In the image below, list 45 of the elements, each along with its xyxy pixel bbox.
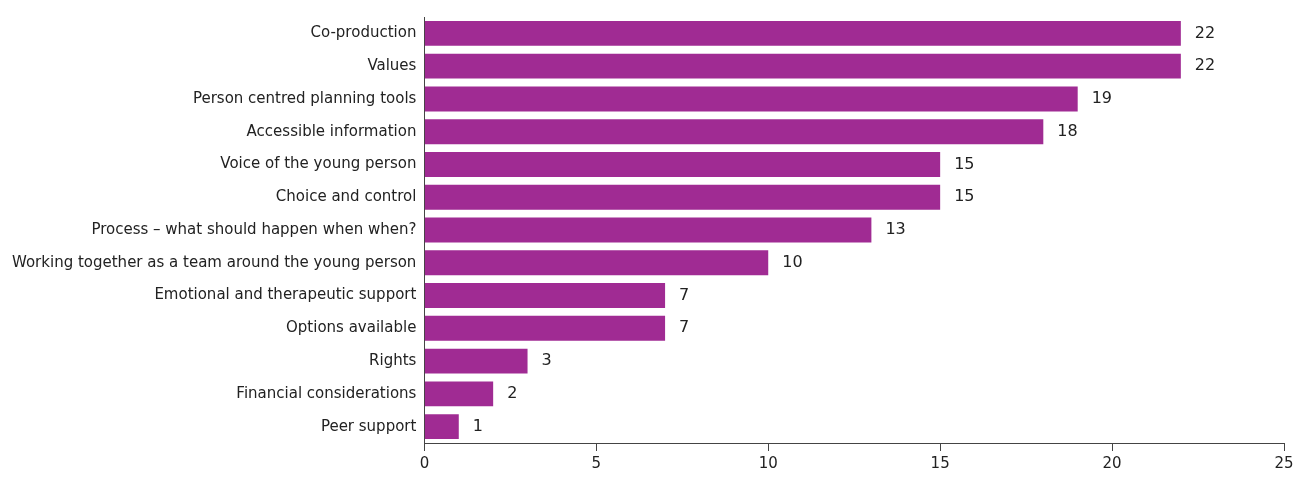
bar <box>424 217 872 243</box>
y-tick-label: Co-production <box>310 23 417 42</box>
y-tick-label: Emotional and therapeutic support <box>154 285 417 304</box>
bar <box>424 119 1044 145</box>
data-label: 13 <box>885 219 906 239</box>
y-tick-label: Options available <box>286 318 417 337</box>
bar <box>424 381 494 407</box>
y-tick-label: Working together as a team around the young person <box>11 252 417 271</box>
data-label: 22 <box>1194 22 1216 42</box>
data-label: 3 <box>541 350 552 370</box>
bar <box>424 86 1078 112</box>
data-label: 15 <box>954 153 975 173</box>
x-tick-label: 20 <box>1102 453 1122 472</box>
bar <box>424 348 528 374</box>
data-label: 19 <box>1091 88 1113 108</box>
data-label: 15 <box>954 186 975 206</box>
data-label: 1 <box>472 415 483 435</box>
bar <box>424 250 769 276</box>
x-tick-label: 25 <box>1274 453 1294 472</box>
x-tick-label: 10 <box>758 453 778 472</box>
data-label: 18 <box>1057 120 1078 140</box>
data-label: 22 <box>1194 55 1216 75</box>
bar <box>424 53 1181 79</box>
y-tick-label: Choice and control <box>275 187 417 206</box>
x-tick-label: 15 <box>930 453 950 472</box>
data-label: 2 <box>507 383 518 402</box>
y-tick-label: Accessible information <box>246 121 417 140</box>
y-tick-label: Process – what should happen when when? <box>91 219 417 238</box>
x-tick-label: 0 <box>419 453 430 472</box>
y-tick-label: Rights <box>369 350 417 369</box>
bar <box>424 20 1181 46</box>
data-label: 7 <box>679 317 690 337</box>
y-tick-label: Financial considerations <box>236 383 417 402</box>
x-tick-label: 5 <box>591 453 602 472</box>
bar <box>424 414 459 440</box>
bar <box>424 152 941 177</box>
bar <box>424 283 666 308</box>
y-tick-label: Values <box>367 56 417 75</box>
y-tick-label: Voice of the young person <box>220 154 417 173</box>
data-label: 10 <box>782 251 803 271</box>
y-tick-label: Person centred planning tools <box>192 88 417 107</box>
bar <box>424 315 666 341</box>
bar <box>424 184 941 210</box>
y-tick-label: Peer support <box>320 416 417 435</box>
data-label: 7 <box>679 284 690 304</box>
